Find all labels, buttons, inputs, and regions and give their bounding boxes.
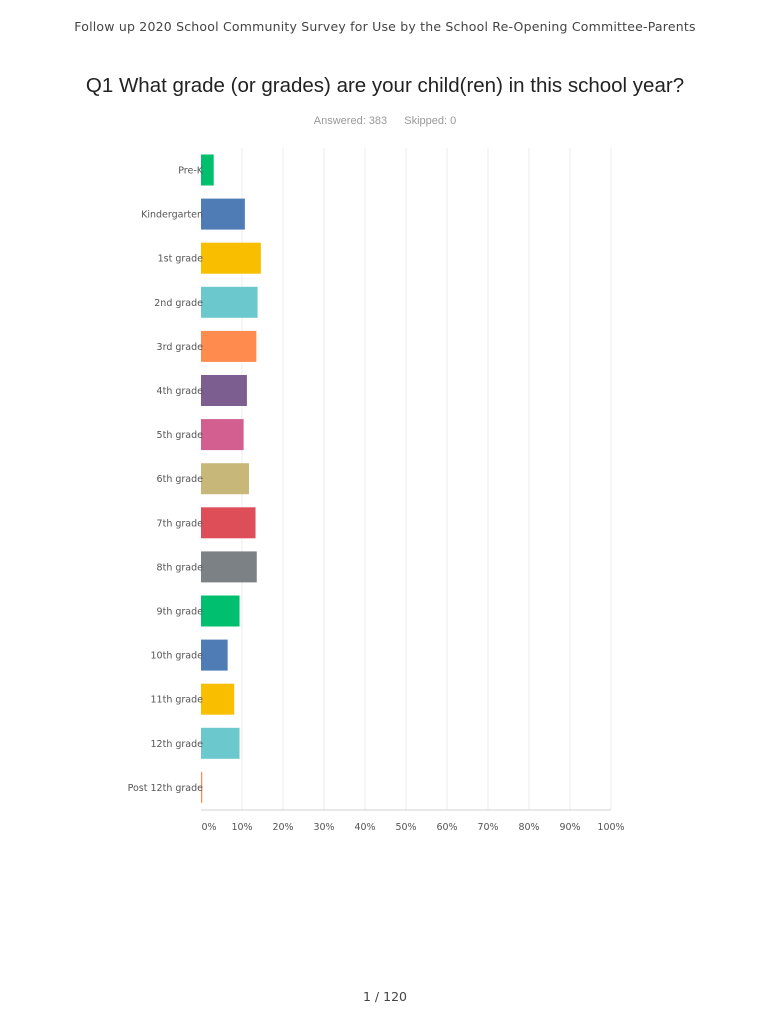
bar <box>201 771 203 803</box>
bar <box>201 419 244 451</box>
bar <box>201 551 257 583</box>
bar <box>201 286 258 318</box>
category-label: 10th grade <box>151 651 204 662</box>
grade-bar-chart: Pre-K Kindergarten 1st grade 2nd grade 3rd g… <box>128 148 625 833</box>
bars <box>201 154 261 803</box>
category-label: 12th grade <box>151 739 204 750</box>
bar <box>201 198 245 230</box>
category-label: 9th grade <box>157 607 204 618</box>
bar <box>201 727 240 759</box>
answered-count: Answered: 383 <box>313 115 388 127</box>
category-label: 5th grade <box>157 430 204 441</box>
category-label: 1st grade <box>158 254 204 265</box>
category-label: 6th grade <box>157 474 204 485</box>
bar <box>201 683 235 715</box>
x-tick-label: 60% <box>436 822 457 833</box>
category-label: 8th grade <box>157 562 204 573</box>
x-tick-label: 30% <box>313 822 334 833</box>
document-header: Follow up 2020 School Community Survey f… <box>74 19 696 34</box>
grid-lines <box>241 148 612 810</box>
category-label: 4th grade <box>157 386 204 397</box>
x-tick-label: 80% <box>518 822 539 833</box>
bar <box>201 463 249 495</box>
response-stats: Answered: 383 Skipped: 0 <box>0 115 770 127</box>
x-tick-labels: 0% 10% 20% 30% 40% 50% 60% 70% 80% 90% 100% <box>201 822 624 833</box>
category-label: 2nd grade <box>154 298 203 309</box>
x-tick-label: 70% <box>477 822 498 833</box>
category-label: Pre-K <box>178 166 204 177</box>
category-label: Kindergarten <box>141 210 203 221</box>
x-tick-label: 0% <box>201 822 216 833</box>
x-tick-label: 90% <box>559 822 580 833</box>
bar <box>201 375 247 406</box>
category-labels: Pre-K Kindergarten 1st grade 2nd grade 3rd g… <box>128 166 204 794</box>
x-tick-label: 40% <box>354 822 375 833</box>
bar <box>201 242 261 274</box>
bar <box>201 154 214 186</box>
x-tick-label: 20% <box>272 822 293 833</box>
category-label: Post 12th grade <box>128 783 204 794</box>
page-number: 1 / 120 <box>363 989 407 1004</box>
bar <box>201 330 257 362</box>
bar <box>201 639 228 671</box>
bar <box>201 595 240 627</box>
bar <box>201 507 256 539</box>
x-tick-label: 10% <box>231 822 252 833</box>
category-label: 3rd grade <box>157 342 204 353</box>
x-tick-label: 100% <box>597 822 624 833</box>
x-tick-label: 50% <box>395 822 416 833</box>
question-title: Q1 What grade (or grades) are your child… <box>85 74 685 97</box>
category-label: 11th grade <box>151 695 204 706</box>
category-label: 7th grade <box>157 518 204 529</box>
skipped-count: Skipped: 0 <box>404 115 457 127</box>
